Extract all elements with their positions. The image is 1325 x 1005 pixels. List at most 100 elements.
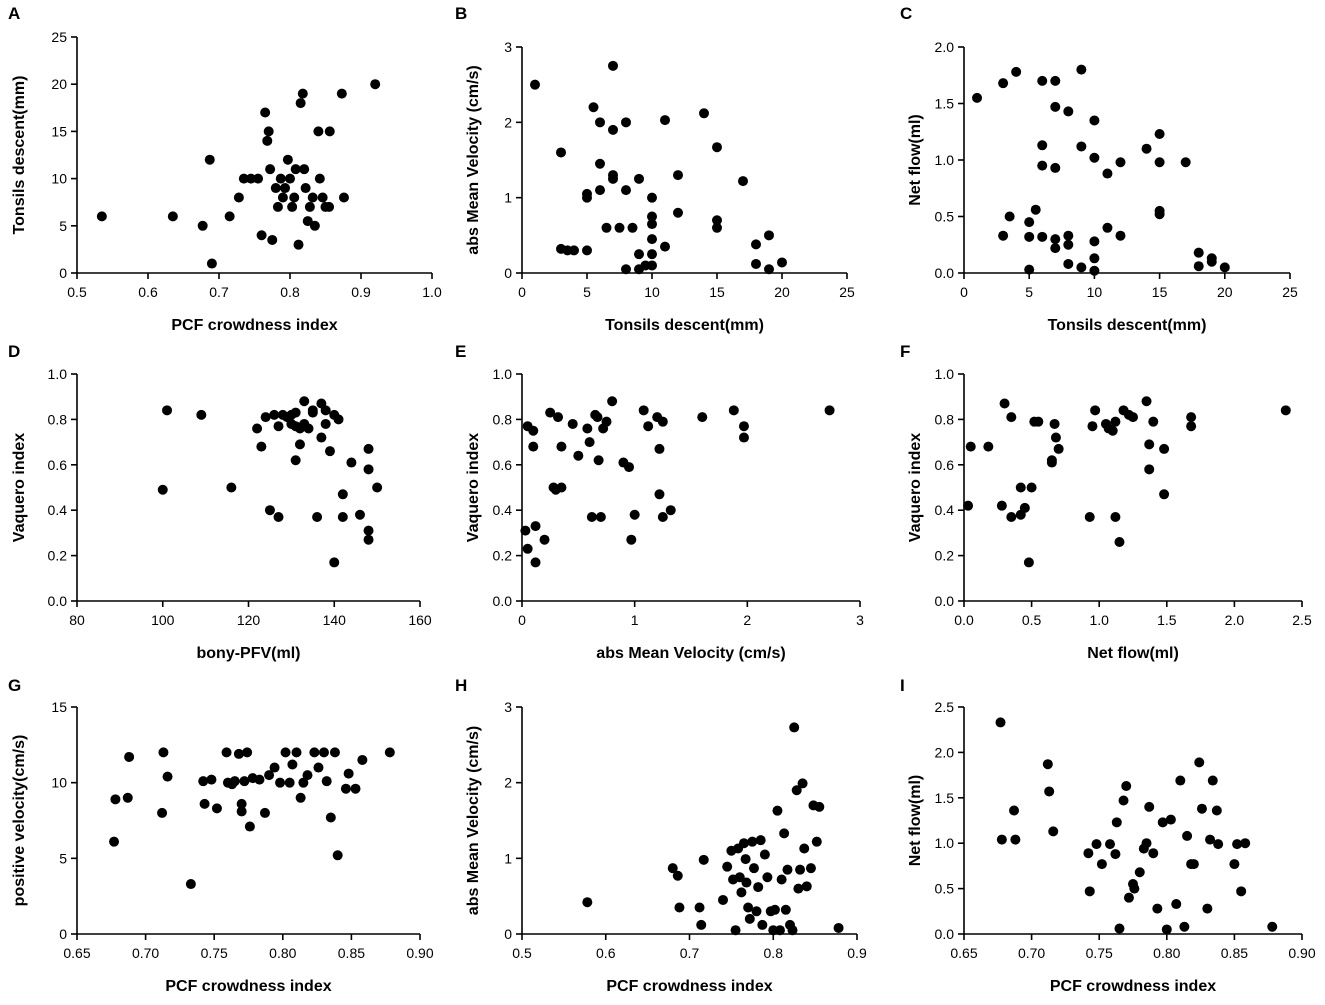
data-point-c [1180,157,1191,168]
data-point-c [1037,160,1048,171]
data-point-c [1030,204,1041,215]
data-point-e [638,405,649,416]
y-tick-label-f: 0.2 [935,548,955,564]
panel-b: B 0 5 10 15 20 25 0 1 2 3 Tonsils descent(mm) abs Me… [455,4,855,334]
data-point-a [290,164,301,175]
data-point-g [236,798,247,809]
x-axis-title-b: Tonsils descent(mm) [605,317,764,334]
data-point-g [185,879,196,890]
data-point-i [1267,921,1278,932]
data-point-g [275,777,286,788]
data-point-c [1089,253,1100,264]
x-tick-label-f: 1.0 [1089,612,1109,628]
data-point-g [122,792,133,803]
data-point-e [593,455,604,466]
data-point-a [304,201,315,212]
data-point-i [1171,899,1182,910]
y-tick-label-h: 0 [504,926,512,942]
data-point-h [753,882,764,893]
data-point-d [294,439,305,450]
x-axis-title-i: PCF crowdness index [1050,978,1216,995]
data-point-e [584,437,595,448]
x-tick-label-e: 0 [518,612,526,628]
y-tick-label-g: 15 [51,699,67,715]
x-axis-title-h: PCF crowdness index [606,978,772,995]
x-tick-label-i: 0.70 [1018,945,1045,961]
data-point-i [1179,921,1190,932]
data-point-e [556,482,567,493]
data-point-c [1115,157,1126,168]
data-point-d [320,418,331,429]
data-point-a [338,192,349,203]
x-tick-label-h: 0.6 [596,945,616,961]
data-point-i [995,717,1006,728]
data-point-b [764,264,774,275]
data-point-h [779,828,790,839]
data-point-g [109,836,120,847]
data-point-d [157,484,168,495]
x-tick-label-i: 0.65 [950,945,977,961]
data-point-a [370,79,381,90]
y-axis-title-c: Net flow(ml) [907,114,924,206]
data-point-h [833,922,844,933]
y-tick-label-g: 5 [59,850,67,866]
data-point-a [307,192,318,203]
data-point-i [1105,839,1116,850]
data-point-b [621,117,631,128]
x-tick-label-a: 1.0 [422,284,442,300]
data-point-c [1076,64,1087,75]
y-tick-label-f: 0.8 [935,411,955,427]
y-tick-label-c: 0.0 [935,265,955,281]
y-tick-label-h: 3 [504,699,512,715]
data-point-i [1118,795,1129,806]
data-point-d [256,441,267,452]
y-axis-title-d: Vaquero index [11,433,28,542]
data-point-i [1121,780,1132,791]
data-point-h [774,925,785,936]
data-point-e [595,512,606,523]
data-point-i [1084,886,1095,897]
data-point-b [738,176,748,187]
data-point-a [206,258,217,269]
data-point-g [269,762,280,773]
data-point-i [1091,839,1102,850]
data-point-i [1236,886,1247,897]
data-point-a [295,98,306,109]
data-point-i [1134,867,1145,878]
x-tick-label-c: 25 [1282,284,1298,300]
data-point-d [290,407,301,418]
data-point-b [660,241,670,252]
data-point-d [363,464,374,475]
data-point-f [1049,418,1060,429]
data-point-a [262,135,273,146]
data-point-h [718,894,728,905]
x-tick-label-a: 0.5 [67,284,87,300]
data-point-e [728,405,739,416]
data-point-c [1024,264,1035,275]
data-point-h [674,902,685,913]
x-tick-label-i: 0.75 [1086,945,1113,961]
data-point-f [963,500,974,511]
data-point-c [1089,152,1100,163]
data-point-a [324,126,335,137]
data-point-a [324,201,335,212]
data-point-d [260,412,271,423]
x-tick-label-c: 5 [1025,284,1033,300]
data-point-a [245,173,256,184]
data-point-b [556,147,566,158]
data-point-b [751,258,761,269]
y-tick-label-f: 0.6 [935,457,955,473]
data-point-i [996,834,1007,845]
data-point-e [657,512,668,523]
data-point-g [242,747,253,758]
data-point-h [672,870,683,881]
data-point-i [1182,830,1193,841]
data-point-i [1229,859,1240,870]
data-point-e [607,396,618,407]
data-point-c [1102,222,1113,233]
data-point-h [791,785,802,796]
data-point-d [290,455,301,466]
data-point-e [738,432,749,443]
